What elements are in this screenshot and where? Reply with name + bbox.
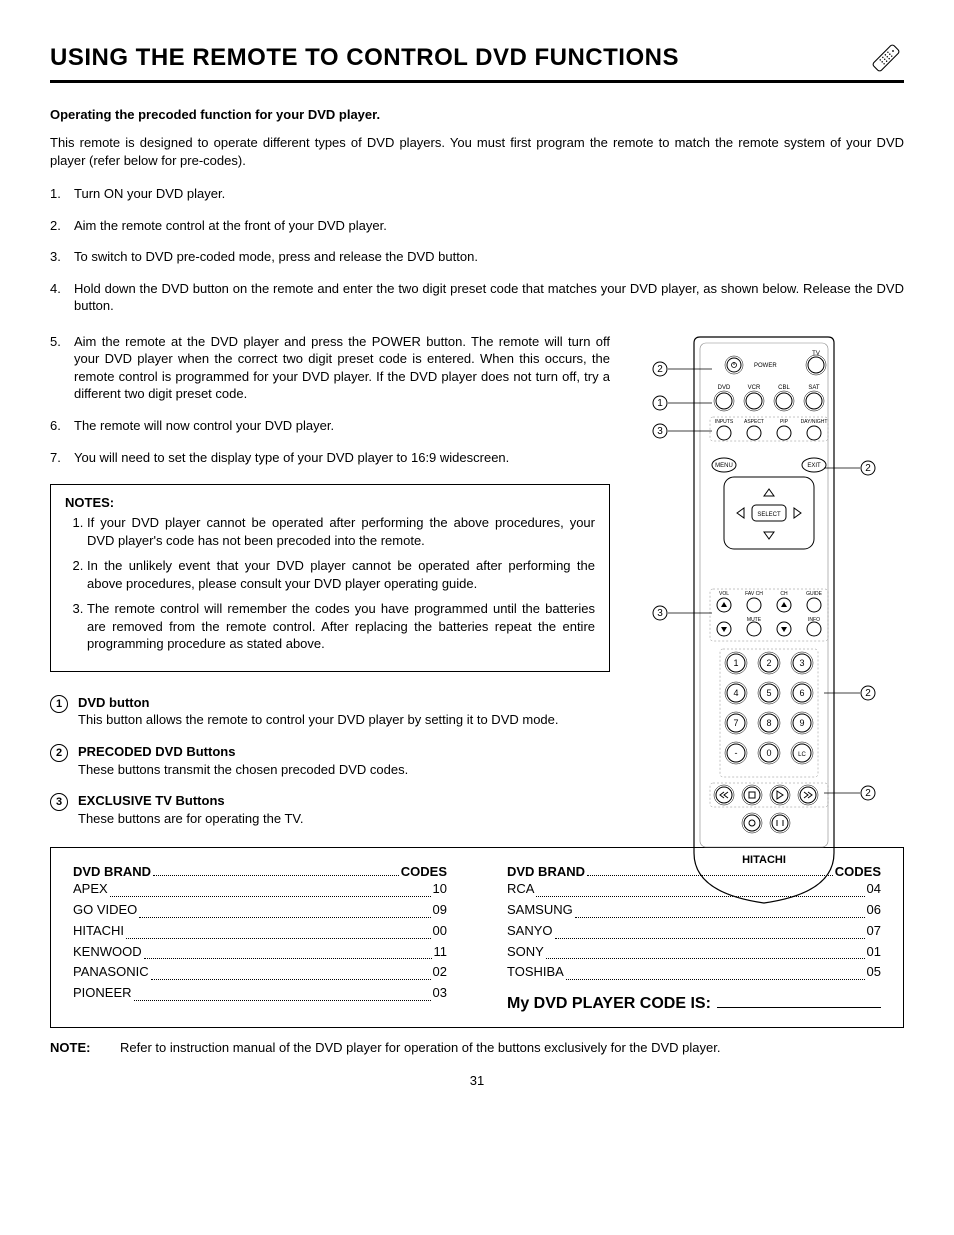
callout-number: 3 bbox=[50, 793, 68, 811]
svg-text:CBL: CBL bbox=[778, 385, 790, 391]
footer-note: NOTE: Refer to instruction manual of the… bbox=[50, 1040, 904, 1055]
svg-text:1: 1 bbox=[733, 658, 738, 668]
codes-row: SONY01 bbox=[507, 942, 881, 963]
callout-number: 2 bbox=[50, 744, 68, 762]
step-item: 2.Aim the remote control at the front of… bbox=[50, 217, 904, 235]
notes-list: If your DVD player cannot be operated af… bbox=[65, 514, 595, 653]
my-code-line: My DVD PLAYER CODE IS: bbox=[507, 995, 881, 1013]
page-title: USING THE REMOTE TO CONTROL DVD FUNCTION… bbox=[50, 44, 679, 72]
svg-text:VCR: VCR bbox=[748, 385, 761, 391]
callouts: 1 DVD buttonThis button allows the remot… bbox=[50, 694, 610, 827]
svg-text:3: 3 bbox=[657, 426, 663, 437]
svg-text:5: 5 bbox=[766, 688, 771, 698]
remote-icon bbox=[868, 40, 904, 76]
codes-row: SANYO07 bbox=[507, 921, 881, 942]
codes-row: PIONEER03 bbox=[73, 983, 447, 1004]
svg-text:9: 9 bbox=[799, 718, 804, 728]
svg-text:TV: TV bbox=[812, 351, 820, 357]
svg-text:DVD: DVD bbox=[718, 385, 731, 391]
svg-text:2: 2 bbox=[766, 658, 771, 668]
subheading: Operating the precoded function for your… bbox=[50, 107, 904, 122]
step-item: 7.You will need to set the display type … bbox=[50, 449, 610, 467]
svg-text:2: 2 bbox=[865, 788, 871, 799]
svg-text:1: 1 bbox=[657, 398, 663, 409]
notes-title: NOTES: bbox=[65, 495, 595, 510]
step-item: 3.To switch to DVD pre-coded mode, press… bbox=[50, 248, 904, 266]
callout-number: 1 bbox=[50, 695, 68, 713]
svg-text:ASPECT: ASPECT bbox=[744, 419, 764, 425]
steps-list-wide: 1.Turn ON your DVD player. 2.Aim the remo… bbox=[50, 185, 904, 315]
svg-text:4: 4 bbox=[733, 688, 738, 698]
step-item: 5.Aim the remote at the DVD player and p… bbox=[50, 333, 610, 403]
svg-text:3: 3 bbox=[657, 608, 663, 619]
svg-text:8: 8 bbox=[766, 718, 771, 728]
svg-text:DAY/NIGHT: DAY/NIGHT bbox=[801, 419, 828, 425]
svg-text:CH: CH bbox=[780, 591, 788, 597]
codes-row: PANASONIC02 bbox=[73, 962, 447, 983]
step-item: 6.The remote will now control your DVD p… bbox=[50, 417, 610, 435]
svg-text:2: 2 bbox=[865, 688, 871, 699]
svg-text:INPUTS: INPUTS bbox=[715, 419, 734, 425]
svg-text:HITACHI: HITACHI bbox=[742, 854, 786, 866]
page-number: 31 bbox=[50, 1073, 904, 1088]
intro-text: This remote is designed to operate diffe… bbox=[50, 134, 904, 169]
step-item: 4.Hold down the DVD button on the remote… bbox=[50, 280, 904, 315]
codes-row: GO VIDEO09 bbox=[73, 900, 447, 921]
svg-text:MENU: MENU bbox=[715, 463, 733, 469]
codes-row: TOSHIBA05 bbox=[507, 962, 881, 983]
svg-text:SAT: SAT bbox=[808, 385, 820, 391]
notes-box: NOTES: If your DVD player cannot be oper… bbox=[50, 484, 610, 672]
svg-text:LC: LC bbox=[798, 752, 806, 758]
steps-list-narrow: 5.Aim the remote at the DVD player and p… bbox=[50, 333, 610, 466]
svg-text:7: 7 bbox=[733, 718, 738, 728]
remote-diagram: POWER TV DVD VCR CBL SAT INPUTS ASPECT P bbox=[624, 333, 904, 916]
svg-text:PIP: PIP bbox=[780, 419, 789, 425]
svg-text:-: - bbox=[735, 748, 738, 758]
callout-item: 3 EXCLUSIVE TV ButtonsThese buttons are … bbox=[50, 792, 610, 827]
svg-text:POWER: POWER bbox=[754, 363, 777, 369]
note-item: In the unlikely event that your DVD play… bbox=[87, 557, 595, 592]
svg-text:6: 6 bbox=[799, 688, 804, 698]
codes-column-left: DVD BRANDCODESAPEX10GO VIDEO09HITACHI00K… bbox=[73, 864, 447, 1013]
note-item: The remote control will remember the cod… bbox=[87, 600, 595, 653]
svg-text:GUIDE: GUIDE bbox=[806, 591, 823, 597]
svg-text:EXIT: EXIT bbox=[807, 463, 821, 469]
codes-header: DVD BRANDCODES bbox=[73, 864, 447, 879]
step-item: 1.Turn ON your DVD player. bbox=[50, 185, 904, 203]
svg-text:2: 2 bbox=[657, 364, 663, 375]
callout-item: 2 PRECODED DVD ButtonsThese buttons tran… bbox=[50, 743, 610, 778]
callout-item: 1 DVD buttonThis button allows the remot… bbox=[50, 694, 610, 729]
codes-row: HITACHI00 bbox=[73, 921, 447, 942]
svg-text:2: 2 bbox=[865, 463, 871, 474]
svg-text:VOL: VOL bbox=[719, 591, 729, 597]
codes-row: APEX10 bbox=[73, 879, 447, 900]
svg-text:3: 3 bbox=[799, 658, 804, 668]
svg-text:SELECT: SELECT bbox=[757, 512, 781, 518]
codes-row: KENWOOD11 bbox=[73, 942, 447, 963]
svg-text:0: 0 bbox=[766, 748, 771, 758]
svg-text:FAV CH: FAV CH bbox=[745, 591, 763, 597]
note-item: If your DVD player cannot be operated af… bbox=[87, 514, 595, 549]
